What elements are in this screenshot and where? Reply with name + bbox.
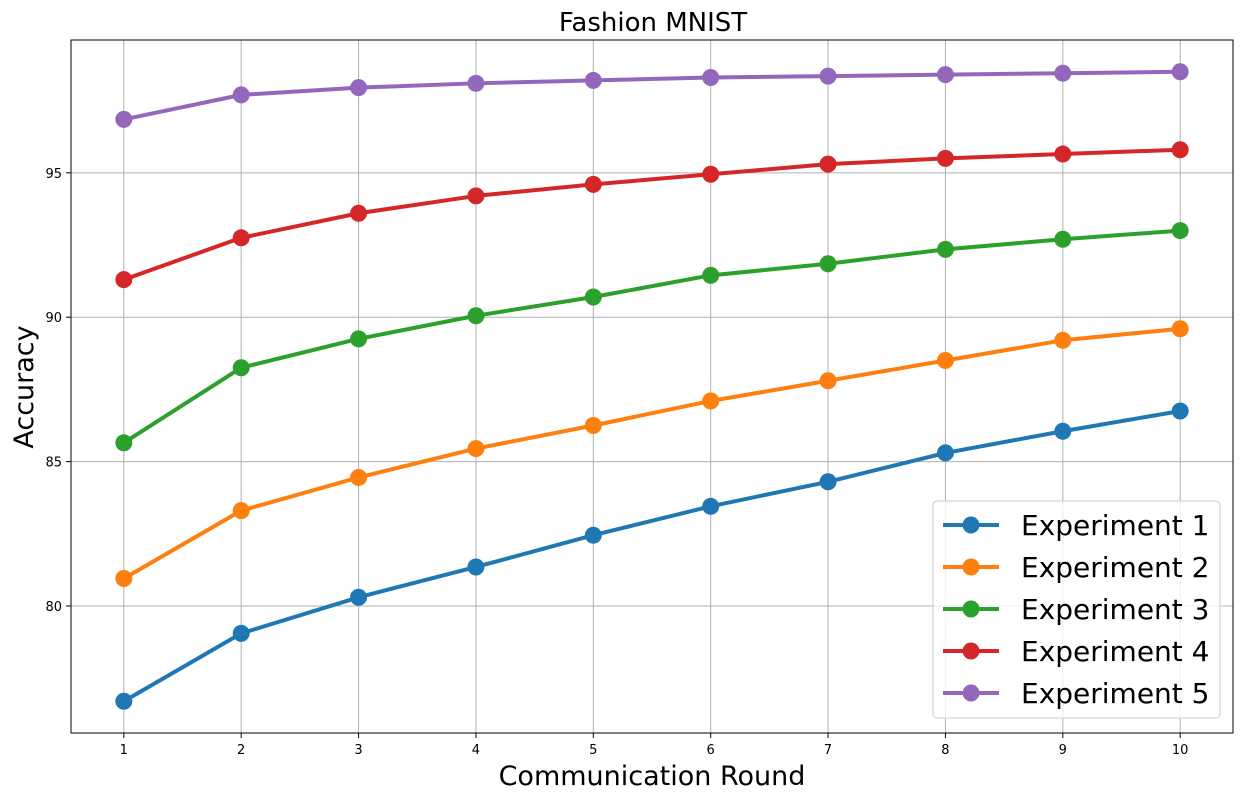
- data-point: [936, 352, 954, 370]
- data-point: [819, 473, 837, 491]
- y-tick-label: 80: [45, 600, 62, 615]
- data-point: [232, 502, 250, 520]
- data-point: [467, 558, 485, 576]
- data-point: [350, 468, 368, 486]
- y-tick-label: 85: [45, 456, 62, 471]
- data-point: [936, 149, 954, 167]
- data-point: [1054, 145, 1072, 163]
- y-tick-label: 95: [45, 167, 62, 182]
- series-line: [121, 409, 1183, 704]
- data-point: [936, 66, 954, 84]
- legend-item: Experiment 1: [943, 509, 1210, 542]
- data-point: [115, 434, 133, 452]
- series-line: [121, 228, 1183, 445]
- series-group: [115, 63, 1189, 710]
- legend-label: Experiment 5: [1021, 677, 1210, 710]
- data-point: [350, 588, 368, 606]
- data-point: [467, 440, 485, 458]
- data-point: [584, 288, 602, 306]
- data-point: [115, 271, 133, 289]
- data-point: [819, 155, 837, 173]
- data-point: [232, 359, 250, 377]
- data-point: [936, 444, 954, 462]
- x-tick-label: 9: [1059, 743, 1067, 758]
- data-point: [702, 69, 720, 87]
- series-4: [115, 141, 1189, 289]
- data-point: [350, 204, 368, 222]
- data-point: [115, 570, 133, 588]
- series-line: [121, 147, 1183, 282]
- data-point: [1054, 331, 1072, 349]
- data-point: [232, 624, 250, 642]
- series-line: [121, 326, 1183, 581]
- x-tick-label: 3: [354, 743, 362, 758]
- data-point: [1054, 230, 1072, 248]
- y-axis: 80 85 90 95: [45, 167, 71, 615]
- data-point: [584, 526, 602, 544]
- x-tick-label: 6: [707, 743, 715, 758]
- legend-item: Experiment 4: [943, 635, 1210, 668]
- data-point: [1171, 320, 1189, 338]
- legend-item: Experiment 5: [943, 677, 1210, 710]
- series-5: [115, 63, 1189, 128]
- legend-item: Experiment 2: [943, 551, 1210, 584]
- data-point: [819, 67, 837, 85]
- legend-marker: [962, 516, 980, 534]
- legend-marker: [962, 558, 980, 576]
- legend-item: Experiment 3: [943, 593, 1210, 626]
- data-point: [232, 86, 250, 104]
- data-point: [584, 416, 602, 434]
- x-tick-label: 5: [589, 743, 597, 758]
- data-point: [1054, 422, 1072, 440]
- x-axis: 1 2 3 4 5 6 7 8 9 10: [120, 733, 1189, 758]
- plot-area-frame: [70, 39, 1234, 734]
- data-point: [467, 74, 485, 92]
- data-point: [350, 79, 368, 97]
- data-point: [936, 240, 954, 258]
- legend-marker: [962, 642, 980, 660]
- y-axis-title: Accuracy: [9, 325, 40, 448]
- x-tick-label: 4: [472, 743, 480, 758]
- data-point: [702, 266, 720, 284]
- data-point: [584, 71, 602, 89]
- legend-label: Experiment 4: [1021, 635, 1210, 668]
- data-point: [115, 692, 133, 710]
- legend-marker: [962, 600, 980, 618]
- legend-marker: [962, 684, 980, 702]
- chart-title: Fashion MNIST: [559, 8, 747, 38]
- series-line: [121, 69, 1183, 122]
- legend-box: [932, 500, 1221, 719]
- data-point: [584, 175, 602, 193]
- legend-label: Experiment 1: [1021, 509, 1210, 542]
- data-point: [1171, 222, 1189, 240]
- x-axis-title: Communication Round: [499, 761, 806, 792]
- data-point: [819, 372, 837, 390]
- x-tick-label: 7: [824, 743, 832, 758]
- data-point: [1171, 141, 1189, 159]
- data-point: [467, 307, 485, 325]
- y-tick-label: 90: [45, 311, 62, 326]
- series-3: [115, 222, 1189, 452]
- series-1: [115, 402, 1189, 710]
- data-point: [702, 497, 720, 515]
- x-tick-label: 1: [120, 743, 128, 758]
- data-point: [702, 165, 720, 183]
- x-tick-label: 10: [1172, 743, 1189, 758]
- legend-label: Experiment 3: [1021, 593, 1210, 626]
- data-point: [232, 229, 250, 247]
- data-point: [1054, 64, 1072, 82]
- data-point: [702, 392, 720, 410]
- data-point: [1171, 402, 1189, 420]
- data-point: [350, 330, 368, 348]
- x-tick-label: 8: [941, 743, 949, 758]
- data-point: [115, 110, 133, 128]
- series-2: [115, 320, 1189, 588]
- data-point: [1171, 63, 1189, 81]
- data-point: [819, 255, 837, 273]
- legend: Experiment 1 Experiment 2 Experiment 3 Expe…: [932, 500, 1221, 719]
- x-tick-label: 2: [237, 743, 245, 758]
- data-point: [467, 187, 485, 205]
- legend-label: Experiment 2: [1021, 551, 1210, 584]
